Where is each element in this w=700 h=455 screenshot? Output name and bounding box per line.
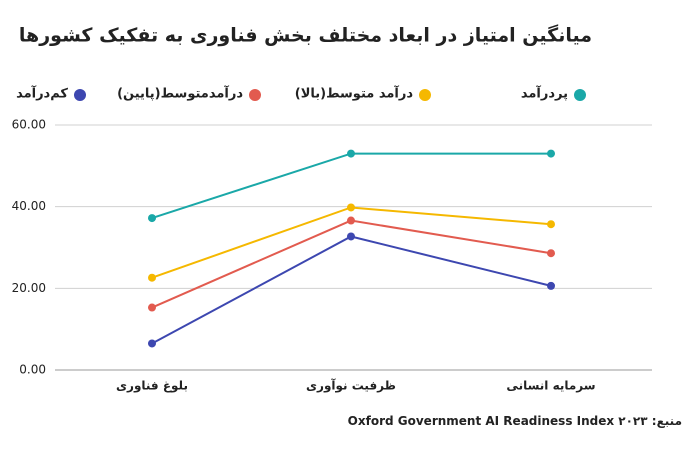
data-point [547,249,555,258]
data-point [148,273,156,282]
source-note: منبع: Oxford Government AI Readiness Ind… [347,414,682,428]
series-line [151,235,552,345]
data-point [547,220,555,229]
data-point [347,149,355,158]
legend-swatch [419,89,431,101]
x-tick-label: ظرفیت نوآوری [306,378,396,394]
data-point [547,149,555,158]
legend-label: کم‌درآمد [16,85,68,102]
x-tick-label: سرمایه انسانی [506,379,595,393]
data-point [547,281,555,290]
data-point [148,339,156,348]
y-tick-label: 40.00 [12,199,46,213]
y-tick-label: 60.00 [12,118,46,132]
data-point [347,216,355,225]
data-point [148,303,156,312]
data-point [148,214,156,223]
data-point [347,232,355,241]
x-tick-label: بلوغ فناوری [116,379,188,394]
legend-swatch [574,89,586,101]
data-point [347,203,355,212]
y-tick-label: 20.00 [12,281,46,295]
legend-label: پردرآمد [521,85,568,102]
legend-swatch [249,89,261,101]
chart-title: میانگین امتیاز در ابعاد مختلف بخش فناوری… [19,24,592,47]
legend-label: درآمد متوسط(بالا) [295,85,414,102]
y-tick-label: 0.00 [19,363,46,377]
legend-label: درآمدمتوسط(پایین) [117,85,243,102]
legend-swatch [74,89,86,101]
